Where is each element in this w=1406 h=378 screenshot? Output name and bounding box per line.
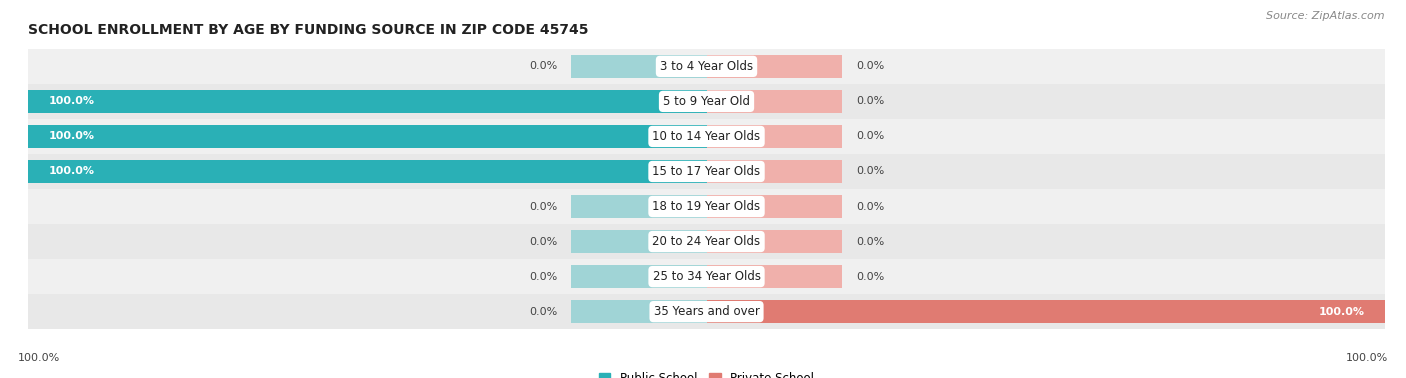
Bar xyxy=(28,189,1385,224)
Bar xyxy=(571,55,707,78)
Text: 0.0%: 0.0% xyxy=(856,166,884,177)
Text: 100.0%: 100.0% xyxy=(18,353,60,363)
Text: Source: ZipAtlas.com: Source: ZipAtlas.com xyxy=(1267,11,1385,21)
Text: 15 to 17 Year Olds: 15 to 17 Year Olds xyxy=(652,165,761,178)
Bar xyxy=(707,90,842,113)
Bar xyxy=(28,154,1385,189)
Bar xyxy=(571,195,707,218)
Bar xyxy=(707,300,1385,323)
Bar xyxy=(707,160,842,183)
Text: 0.0%: 0.0% xyxy=(856,132,884,141)
Bar xyxy=(707,230,842,253)
Bar xyxy=(28,294,1385,329)
Text: 0.0%: 0.0% xyxy=(529,237,557,246)
Bar xyxy=(28,125,707,148)
Text: 0.0%: 0.0% xyxy=(529,201,557,212)
Text: 100.0%: 100.0% xyxy=(1319,307,1365,317)
Text: 0.0%: 0.0% xyxy=(856,96,884,107)
Text: 0.0%: 0.0% xyxy=(856,61,884,71)
Bar xyxy=(28,224,1385,259)
Text: 100.0%: 100.0% xyxy=(48,132,94,141)
Bar xyxy=(28,160,707,183)
Bar xyxy=(707,55,842,78)
Text: 0.0%: 0.0% xyxy=(856,271,884,282)
Text: 0.0%: 0.0% xyxy=(856,201,884,212)
Text: 20 to 24 Year Olds: 20 to 24 Year Olds xyxy=(652,235,761,248)
Text: SCHOOL ENROLLMENT BY AGE BY FUNDING SOURCE IN ZIP CODE 45745: SCHOOL ENROLLMENT BY AGE BY FUNDING SOUR… xyxy=(28,23,589,37)
Text: 0.0%: 0.0% xyxy=(529,271,557,282)
Text: 100.0%: 100.0% xyxy=(48,96,94,107)
Text: 0.0%: 0.0% xyxy=(856,237,884,246)
Bar xyxy=(571,230,707,253)
Bar xyxy=(707,125,842,148)
Bar xyxy=(571,265,707,288)
Text: 5 to 9 Year Old: 5 to 9 Year Old xyxy=(664,95,749,108)
Bar xyxy=(28,49,1385,84)
Bar xyxy=(707,195,842,218)
Bar xyxy=(707,265,842,288)
Bar xyxy=(28,90,707,113)
Bar xyxy=(28,119,1385,154)
Text: 100.0%: 100.0% xyxy=(48,166,94,177)
Bar xyxy=(28,259,1385,294)
Text: 0.0%: 0.0% xyxy=(529,307,557,317)
Text: 25 to 34 Year Olds: 25 to 34 Year Olds xyxy=(652,270,761,283)
Text: 100.0%: 100.0% xyxy=(1346,353,1388,363)
Text: 18 to 19 Year Olds: 18 to 19 Year Olds xyxy=(652,200,761,213)
Bar xyxy=(571,300,707,323)
Text: 35 Years and over: 35 Years and over xyxy=(654,305,759,318)
Text: 10 to 14 Year Olds: 10 to 14 Year Olds xyxy=(652,130,761,143)
Text: 3 to 4 Year Olds: 3 to 4 Year Olds xyxy=(659,60,754,73)
Legend: Public School, Private School: Public School, Private School xyxy=(593,367,820,378)
Bar xyxy=(28,84,1385,119)
Text: 0.0%: 0.0% xyxy=(529,61,557,71)
